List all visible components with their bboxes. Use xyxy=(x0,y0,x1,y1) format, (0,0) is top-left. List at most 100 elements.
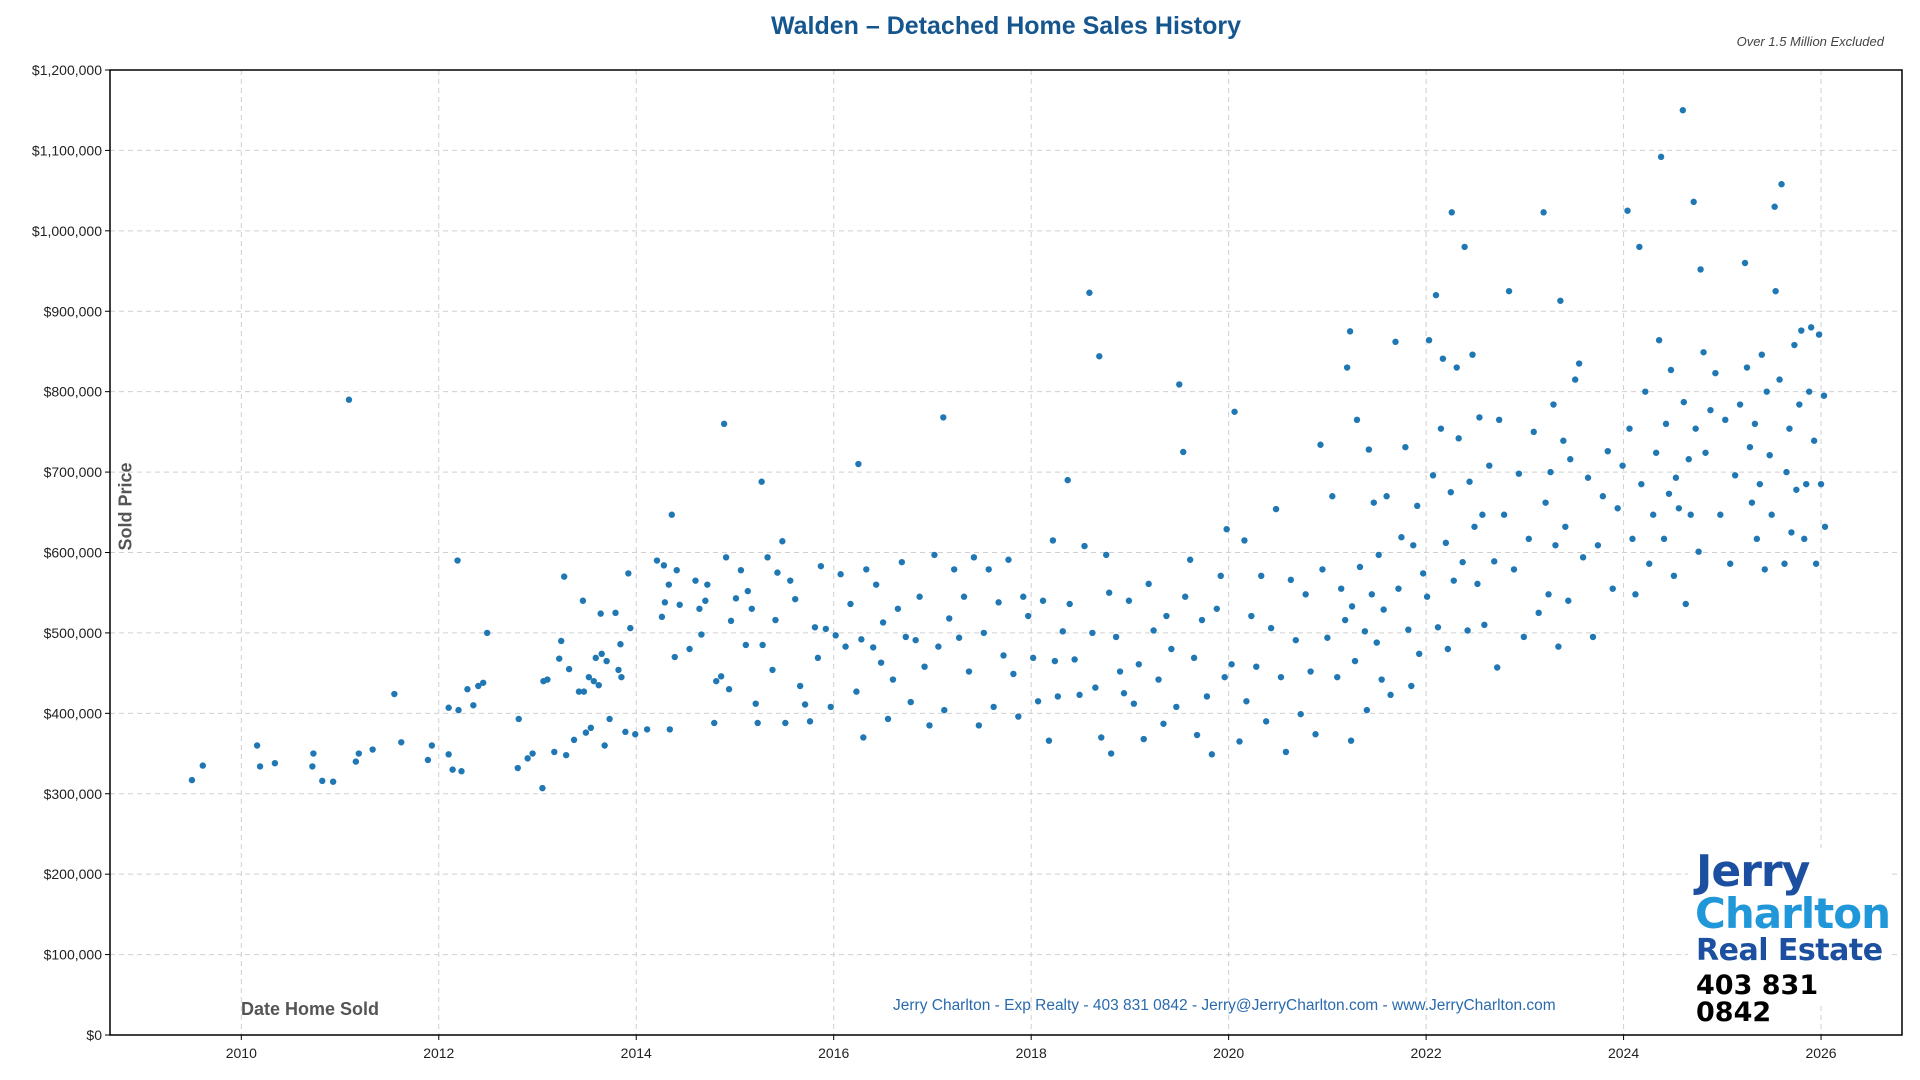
data-point xyxy=(515,715,522,723)
data-point xyxy=(1395,585,1402,592)
data-point xyxy=(713,677,720,685)
data-point xyxy=(1071,656,1078,663)
data-point xyxy=(612,609,619,617)
data-point xyxy=(398,739,405,746)
data-point xyxy=(617,640,624,648)
data-point xyxy=(1515,470,1523,477)
data-point xyxy=(1368,591,1376,598)
data-point xyxy=(595,681,602,689)
x-axis-label: Date Home Sold xyxy=(241,999,380,1019)
data-point xyxy=(1010,670,1017,678)
data-point xyxy=(1182,593,1189,600)
data-point xyxy=(855,460,862,468)
data-point xyxy=(1690,198,1697,206)
data-point xyxy=(752,700,759,707)
data-point xyxy=(1297,710,1304,718)
data-point xyxy=(931,551,938,559)
data-point xyxy=(817,562,825,570)
data-point xyxy=(1741,259,1749,267)
y-tick-label: $1,200,000 xyxy=(32,62,102,78)
data-point xyxy=(449,766,456,773)
data-point xyxy=(1383,493,1390,500)
data-point xyxy=(1186,556,1194,563)
data-point xyxy=(1453,364,1460,371)
data-point xyxy=(1248,612,1255,620)
data-point xyxy=(671,653,678,661)
x-tick-label: 2016 xyxy=(818,1045,849,1061)
data-point xyxy=(1160,720,1167,727)
data-point xyxy=(1277,673,1285,681)
data-point xyxy=(1657,153,1665,161)
data-point xyxy=(1228,661,1235,668)
data-point xyxy=(1125,597,1133,604)
data-point xyxy=(1655,337,1663,344)
data-point xyxy=(1555,643,1562,650)
data-point xyxy=(1049,537,1057,544)
data-point xyxy=(1712,369,1719,377)
data-point xyxy=(1365,446,1373,453)
data-point xyxy=(720,420,728,428)
data-point xyxy=(950,566,958,573)
data-point xyxy=(754,719,761,727)
data-point xyxy=(1198,616,1206,624)
data-point xyxy=(1771,203,1778,210)
data-point xyxy=(1768,511,1775,518)
data-point xyxy=(1258,572,1265,580)
data-point xyxy=(1081,542,1088,550)
data-point xyxy=(837,571,844,578)
data-point xyxy=(606,715,613,723)
x-tick-label: 2026 xyxy=(1805,1045,1836,1061)
data-point xyxy=(1642,388,1649,395)
data-point xyxy=(1292,636,1299,644)
data-point xyxy=(514,764,521,772)
data-point xyxy=(1560,437,1567,444)
data-point xyxy=(1405,626,1412,633)
data-point xyxy=(424,756,432,764)
data-point xyxy=(965,668,973,675)
data-point xyxy=(1786,425,1793,432)
data-point xyxy=(1525,535,1532,543)
data-point xyxy=(1337,585,1345,592)
data-point xyxy=(827,703,834,711)
data-point xyxy=(814,654,822,662)
data-point xyxy=(464,686,471,693)
data-point xyxy=(704,581,711,588)
data-point xyxy=(1474,580,1481,588)
data-point xyxy=(1140,735,1147,743)
data-point xyxy=(643,726,651,733)
data-point xyxy=(1398,534,1405,541)
data-point xyxy=(1609,585,1616,592)
data-point xyxy=(1707,406,1714,414)
data-point xyxy=(310,750,317,757)
data-point xyxy=(889,676,897,683)
data-point xyxy=(902,633,909,641)
data-point xyxy=(1312,731,1319,738)
data-point xyxy=(1098,734,1105,741)
data-point xyxy=(1793,486,1800,493)
data-point xyxy=(1150,627,1157,634)
data-point xyxy=(1520,633,1528,641)
data-point xyxy=(1193,731,1201,739)
data-point xyxy=(1670,572,1678,580)
data-point xyxy=(1363,706,1371,714)
data-point xyxy=(1455,435,1462,442)
data-point xyxy=(1282,748,1290,756)
data-point xyxy=(1051,657,1059,665)
contact-footer: Jerry Charlton - Exp Realty - 403 831 08… xyxy=(893,997,1556,1014)
data-point xyxy=(1700,349,1707,356)
data-point xyxy=(1410,542,1417,549)
data-point xyxy=(1649,511,1657,518)
data-point xyxy=(1660,535,1668,543)
data-point xyxy=(1380,606,1387,613)
data-point xyxy=(1788,529,1795,536)
data-point xyxy=(1130,700,1138,707)
data-point xyxy=(1815,331,1823,338)
data-point xyxy=(1758,351,1765,358)
data-point xyxy=(782,719,789,727)
data-point xyxy=(1756,480,1764,488)
data-point xyxy=(1217,572,1224,580)
data-point xyxy=(1798,327,1805,334)
data-point xyxy=(822,625,830,633)
data-point xyxy=(470,702,477,709)
